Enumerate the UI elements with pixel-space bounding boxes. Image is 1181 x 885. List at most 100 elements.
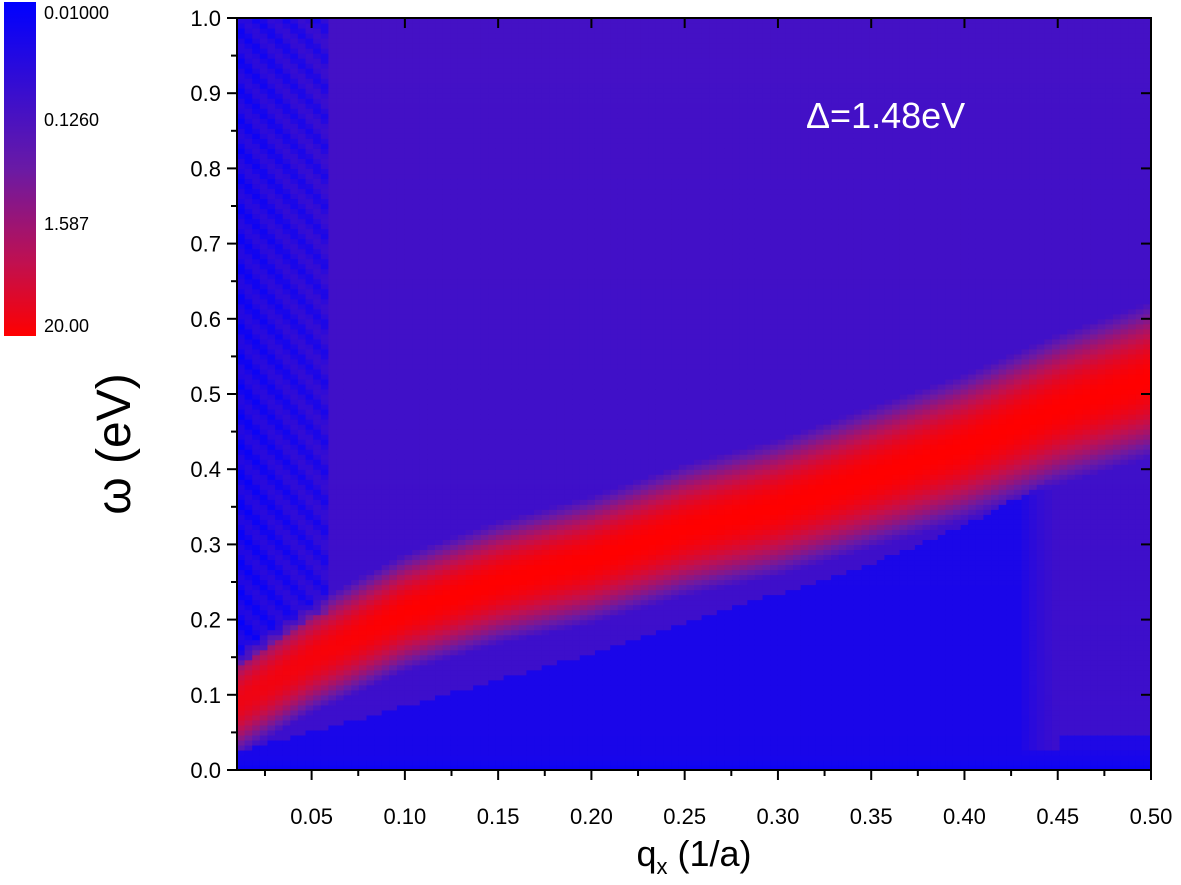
heatmap-cell — [488, 699, 497, 706]
heatmap-cell — [465, 218, 474, 225]
heatmap-cell — [259, 694, 269, 701]
heatmap-cell — [480, 569, 489, 576]
heatmap-cell — [267, 509, 276, 515]
heatmap-cell — [343, 694, 352, 701]
heatmap-cell — [328, 318, 337, 325]
heatmap-cell — [297, 499, 307, 505]
heatmap-cell — [328, 499, 337, 505]
heatmap-cell — [389, 358, 398, 365]
heatmap-cell — [419, 644, 429, 651]
heatmap-cell — [435, 749, 444, 756]
heatmap-cell — [305, 288, 314, 295]
heatmap-cell — [343, 238, 352, 245]
heatmap-cell — [259, 434, 269, 440]
heatmap-cell — [427, 288, 436, 295]
heatmap-cell — [480, 143, 489, 149]
heatmap-cell — [275, 574, 284, 581]
heatmap-cell — [275, 714, 284, 721]
heatmap-cell — [297, 193, 307, 200]
heatmap-cell — [404, 749, 413, 756]
heatmap-cell — [252, 609, 261, 616]
heatmap-cell — [450, 499, 459, 505]
heatmap-cell — [351, 524, 360, 530]
heatmap-cell — [396, 444, 406, 450]
heatmap-cell — [358, 293, 368, 300]
heatmap-cell — [427, 764, 436, 770]
heatmap-cell — [244, 173, 253, 180]
heatmap-cell — [389, 724, 398, 731]
heatmap-cell — [457, 454, 467, 460]
heatmap-cell — [313, 574, 322, 581]
heatmap-cell — [358, 188, 368, 195]
heatmap-cell — [282, 303, 291, 310]
heatmap-cell — [275, 609, 284, 616]
heatmap-cell — [313, 504, 322, 510]
heatmap-cell — [435, 58, 444, 64]
heatmap-cell — [450, 479, 459, 485]
heatmap-cell — [450, 674, 459, 681]
heatmap-cell — [259, 464, 269, 470]
heatmap-cell — [457, 103, 467, 109]
heatmap-cell — [259, 674, 269, 681]
heatmap-cell — [419, 83, 429, 89]
heatmap-cell — [457, 414, 467, 420]
heatmap-cell — [442, 223, 451, 230]
heatmap-cell — [237, 539, 246, 545]
heatmap-cell — [366, 409, 375, 415]
heatmap-cell — [488, 599, 497, 606]
heatmap-cell — [389, 288, 398, 295]
heatmap-cell — [358, 103, 368, 109]
heatmap-cell — [252, 208, 261, 215]
heatmap-cell — [473, 183, 482, 190]
heatmap-cell — [282, 163, 291, 169]
heatmap-cell — [336, 358, 345, 365]
heatmap-cell — [259, 23, 269, 29]
heatmap-cell — [282, 308, 291, 315]
heatmap-cell — [396, 193, 406, 200]
heatmap-cell — [358, 138, 368, 144]
heatmap-cell — [435, 323, 444, 330]
heatmap-cell — [328, 333, 337, 340]
heatmap-cell — [244, 559, 253, 566]
heatmap-cell — [259, 764, 269, 770]
heatmap-cell — [244, 208, 253, 215]
heatmap-cell — [282, 173, 291, 180]
heatmap-cell — [259, 504, 269, 510]
heatmap-cell — [465, 574, 474, 581]
heatmap-cell — [237, 474, 246, 480]
heatmap-cell — [244, 759, 253, 766]
heatmap-cell — [320, 143, 329, 149]
heatmap-cell — [450, 619, 459, 626]
heatmap-cell — [259, 73, 269, 79]
heatmap-cell — [252, 173, 261, 180]
heatmap-cell — [358, 158, 368, 164]
heatmap-cell — [396, 48, 406, 54]
heatmap-cell — [442, 659, 451, 666]
heatmap-cell — [374, 158, 383, 164]
heatmap-cell — [480, 223, 489, 230]
heatmap-cell — [488, 669, 497, 676]
heatmap-cell — [351, 93, 360, 99]
heatmap-cell — [412, 424, 421, 430]
heatmap-cell — [366, 399, 375, 405]
heatmap-cell — [435, 629, 444, 636]
heatmap-cell — [328, 519, 337, 525]
heatmap-cell — [457, 604, 467, 611]
heatmap-cell — [313, 48, 322, 54]
heatmap-cell — [343, 198, 352, 205]
heatmap-cell — [374, 484, 383, 490]
heatmap-cell — [244, 253, 253, 260]
heatmap-cell — [396, 404, 406, 410]
heatmap-cell — [328, 323, 337, 330]
heatmap-cell — [305, 659, 314, 666]
heatmap-cell — [244, 233, 253, 240]
heatmap-cell — [275, 133, 284, 139]
heatmap-cell — [389, 464, 398, 470]
heatmap-cell — [320, 83, 329, 89]
heatmap-cell — [396, 484, 406, 490]
heatmap-cell — [320, 43, 329, 49]
heatmap-cell — [336, 83, 345, 89]
heatmap-cell — [419, 394, 429, 400]
heatmap-cell — [465, 664, 474, 671]
heatmap-cell — [435, 303, 444, 310]
